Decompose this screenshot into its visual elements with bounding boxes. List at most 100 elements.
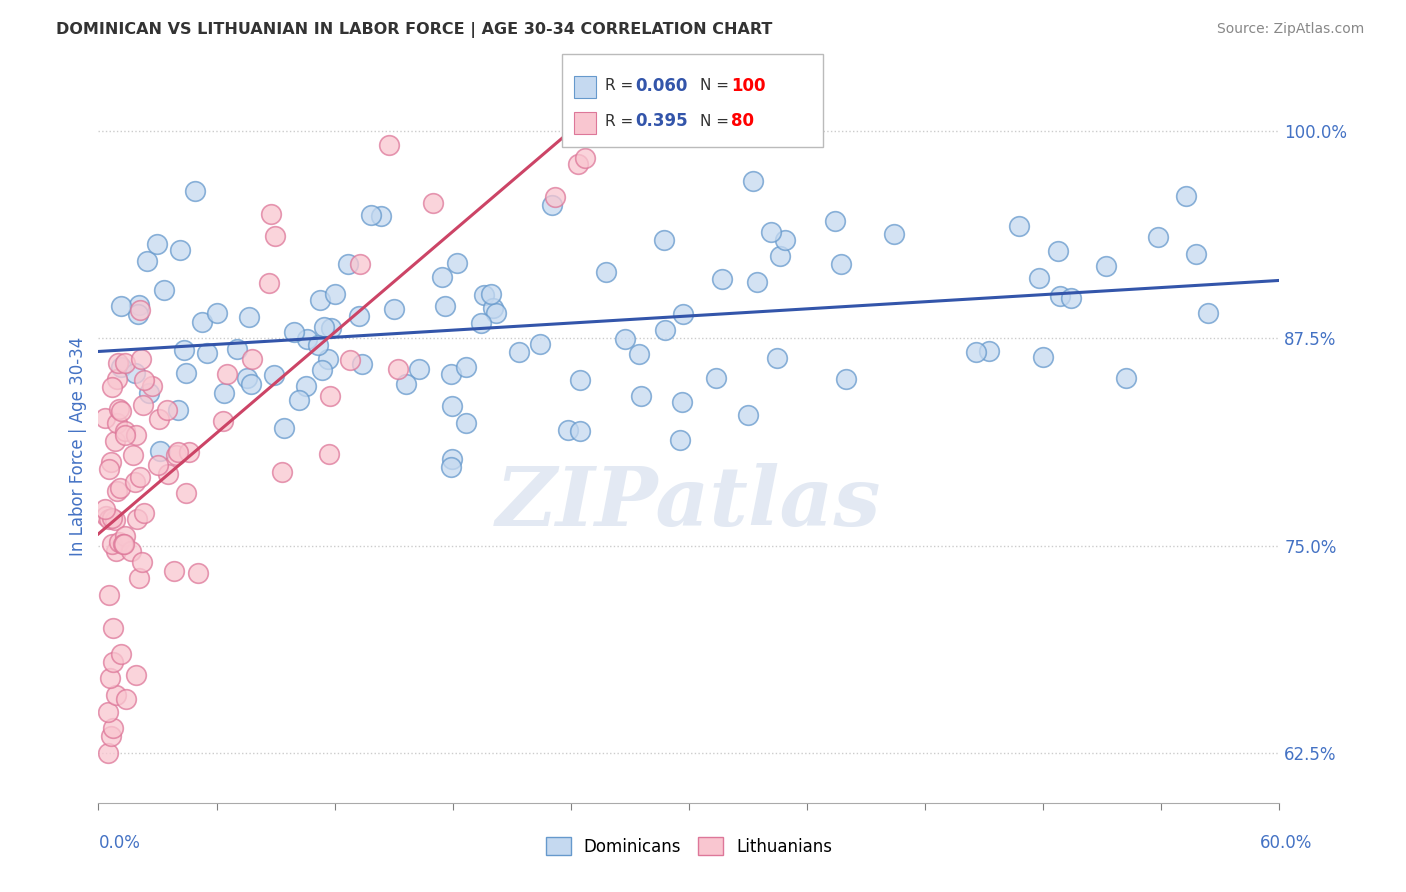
Point xyxy=(339,353,361,368)
Point xyxy=(883,227,905,241)
Point xyxy=(148,458,170,472)
Text: 80: 80 xyxy=(731,112,754,130)
Point xyxy=(98,671,121,685)
Point xyxy=(214,386,236,401)
Point xyxy=(454,359,477,374)
Point xyxy=(295,379,318,393)
Point xyxy=(104,688,127,702)
Point xyxy=(669,434,692,448)
Point xyxy=(485,306,508,320)
Point xyxy=(470,316,492,330)
Point xyxy=(187,566,209,581)
Point xyxy=(654,323,676,337)
Point xyxy=(704,371,727,385)
Point xyxy=(184,184,207,198)
Point xyxy=(157,467,180,481)
Point xyxy=(1028,271,1050,285)
Point xyxy=(128,470,150,484)
Point xyxy=(307,338,329,352)
Point xyxy=(104,513,127,527)
Point xyxy=(671,395,693,409)
Point xyxy=(191,315,214,329)
Point xyxy=(349,310,371,324)
Point xyxy=(125,667,148,681)
Text: 0.0%: 0.0% xyxy=(98,834,141,852)
Point xyxy=(263,368,285,382)
Text: Source: ZipAtlas.com: Source: ZipAtlas.com xyxy=(1216,22,1364,37)
Point xyxy=(311,362,333,376)
Point xyxy=(439,367,461,381)
Point xyxy=(440,399,463,413)
Point xyxy=(541,197,564,211)
Point xyxy=(318,447,340,461)
Point xyxy=(105,372,128,386)
Point xyxy=(97,587,120,601)
Point xyxy=(104,434,127,449)
Point xyxy=(101,380,124,394)
Point xyxy=(1059,291,1081,305)
Point xyxy=(153,283,176,297)
Point xyxy=(115,692,138,706)
Point xyxy=(472,287,495,301)
Point xyxy=(288,393,311,408)
Point xyxy=(295,332,318,346)
Point xyxy=(824,214,846,228)
Point xyxy=(101,721,124,735)
Point xyxy=(454,416,477,430)
Point xyxy=(166,445,188,459)
Point xyxy=(595,265,617,279)
Point xyxy=(217,367,239,381)
Point xyxy=(834,372,856,386)
Point xyxy=(271,465,294,479)
Point xyxy=(108,535,131,549)
Point xyxy=(382,301,405,316)
Point xyxy=(127,307,149,321)
Point xyxy=(148,411,170,425)
Point xyxy=(100,730,122,744)
Point xyxy=(127,511,149,525)
Point xyxy=(124,428,146,442)
Point xyxy=(1094,259,1116,273)
Point xyxy=(132,398,155,412)
Point xyxy=(259,276,281,290)
Point xyxy=(107,356,129,370)
Point xyxy=(1049,289,1071,303)
Point xyxy=(508,344,530,359)
Point xyxy=(110,299,132,313)
Point xyxy=(212,413,235,427)
Text: R =: R = xyxy=(605,78,638,93)
Point xyxy=(323,287,346,301)
Point xyxy=(574,115,596,129)
Point xyxy=(395,376,418,391)
Point xyxy=(1115,370,1137,384)
Point xyxy=(101,655,124,669)
Text: 0.060: 0.060 xyxy=(636,77,688,95)
Point xyxy=(132,506,155,520)
Point xyxy=(273,421,295,435)
Point xyxy=(169,243,191,257)
Point xyxy=(432,270,454,285)
Point xyxy=(759,225,782,239)
Point xyxy=(100,455,122,469)
Point xyxy=(138,385,160,400)
Point xyxy=(165,449,187,463)
Point xyxy=(97,746,120,760)
Point xyxy=(446,256,468,270)
Point xyxy=(124,366,146,380)
Point xyxy=(94,509,117,524)
Point xyxy=(337,257,360,271)
Point xyxy=(1047,244,1070,258)
Point xyxy=(652,234,675,248)
Point xyxy=(128,302,150,317)
Point xyxy=(321,321,343,335)
Point xyxy=(121,449,143,463)
Point xyxy=(105,484,128,499)
Point xyxy=(1175,189,1198,203)
Point xyxy=(97,705,120,719)
Text: ZIPatlas: ZIPatlas xyxy=(496,463,882,543)
Point xyxy=(312,319,335,334)
Point xyxy=(773,233,796,247)
Point xyxy=(110,359,132,374)
Point xyxy=(110,481,132,495)
Point xyxy=(574,151,596,165)
